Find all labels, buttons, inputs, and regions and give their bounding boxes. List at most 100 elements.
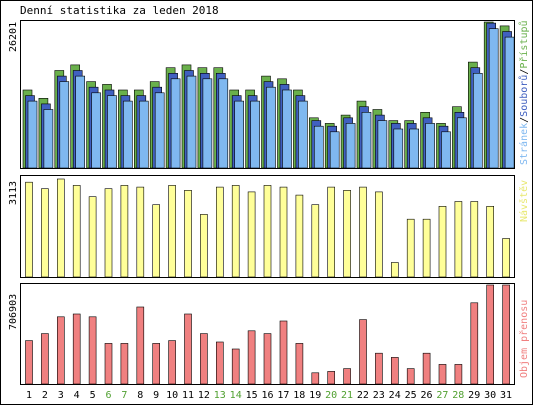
day-label: 23 bbox=[373, 390, 385, 401]
hits-bar-stránek bbox=[234, 100, 244, 169]
visits-bar-návštěv bbox=[502, 238, 510, 278]
visits-bar-návštěv bbox=[327, 186, 336, 278]
volume-bar-objem-přenosu bbox=[343, 368, 351, 385]
day-label: 30 bbox=[484, 390, 496, 401]
hits-bar-stránek bbox=[472, 73, 483, 169]
visits-bars bbox=[25, 178, 510, 278]
visits-bar-návštěv bbox=[438, 206, 447, 278]
volume-bar-objem-přenosu bbox=[263, 333, 272, 385]
hits-bar-stránek bbox=[409, 128, 420, 169]
visits-bar-návštěv bbox=[216, 186, 224, 278]
volume-bar-objem-přenosu bbox=[470, 302, 479, 385]
volume-bar-objem-přenosu bbox=[152, 343, 160, 385]
hits-bar-stránek bbox=[345, 123, 356, 169]
volume-bar-objem-přenosu bbox=[422, 352, 431, 385]
day-label: 18 bbox=[293, 390, 305, 401]
hits-bars bbox=[22, 21, 515, 169]
volume-bar-objem-přenosu bbox=[359, 319, 367, 385]
volume-side-label: Objem přenosu bbox=[518, 300, 530, 378]
visits-ymax-label: 3113 bbox=[8, 181, 19, 205]
visits-bar-návštěv bbox=[390, 262, 399, 278]
volume-bar-objem-přenosu bbox=[295, 343, 304, 385]
day-label: 13 bbox=[214, 390, 226, 401]
hits-side-label: Stránek/Souborů/Přístupů bbox=[518, 20, 530, 165]
volume-bars bbox=[25, 284, 510, 385]
hits-bar-stránek bbox=[139, 100, 149, 169]
hits-bar-stránek bbox=[170, 78, 181, 169]
volume-bar-objem-přenosu bbox=[104, 343, 113, 385]
visits-bar-návštěv bbox=[200, 214, 208, 278]
volume-bar-objem-přenosu bbox=[406, 368, 415, 385]
hits-bar-stránek bbox=[27, 100, 38, 169]
day-label: 24 bbox=[389, 390, 401, 401]
volume-bar-objem-přenosu bbox=[375, 352, 383, 385]
volume-bar-objem-přenosu bbox=[247, 330, 256, 385]
day-label: 6 bbox=[105, 390, 111, 401]
visits-side-label: Návštěv bbox=[518, 180, 530, 222]
visits-bar-návštěv bbox=[120, 185, 129, 278]
visits-bar-návštěv bbox=[231, 185, 240, 278]
day-label: 8 bbox=[137, 390, 143, 401]
hits-ymax-label: 26201 bbox=[8, 22, 19, 52]
visits-bar-návštěv bbox=[295, 194, 304, 278]
visits-bar-návštěv bbox=[247, 191, 256, 278]
day-label: 16 bbox=[261, 390, 273, 401]
volume-ymax-label: 706903 bbox=[8, 294, 19, 330]
hits-bar-stránek bbox=[186, 75, 197, 169]
day-label: 31 bbox=[500, 390, 512, 401]
volume-bar-objem-přenosu bbox=[231, 348, 240, 385]
hits-bar-stránek bbox=[123, 100, 133, 169]
volume-bar-objem-přenosu bbox=[168, 340, 176, 385]
day-labels: 1 2 3 4 5 6 7 8 9 10 11 12 13 14 15 16 17 18 19 20 21 22 23 24 2… bbox=[26, 390, 512, 401]
volume-bar-objem-přenosu bbox=[454, 364, 463, 385]
volume-bar-objem-přenosu bbox=[486, 284, 495, 385]
volume-bar-objem-přenosu bbox=[390, 357, 399, 385]
volume-panel: 706903 Objem přenosu bbox=[8, 283, 530, 385]
hits-panel: 26201 Stránek/Souborů/Přístupů bbox=[8, 20, 530, 169]
day-label: 15 bbox=[246, 390, 258, 401]
volume-bar-objem-přenosu bbox=[25, 340, 33, 385]
day-label: 10 bbox=[166, 390, 178, 401]
visits-bar-návštěv bbox=[470, 201, 479, 278]
visits-bar-návštěv bbox=[168, 185, 176, 278]
hits-side-label-pages: Stránek bbox=[518, 123, 530, 165]
day-label: 1 bbox=[26, 390, 32, 401]
volume-bar-objem-přenosu bbox=[216, 341, 224, 385]
hits-bar-stránek bbox=[43, 109, 54, 169]
day-label: 28 bbox=[452, 390, 464, 401]
day-label: 2 bbox=[42, 390, 48, 401]
visits-bar-návštěv bbox=[72, 185, 81, 278]
volume-bar-objem-přenosu bbox=[120, 343, 129, 385]
hits-bar-stránek bbox=[59, 81, 70, 169]
hits-side-label-sep1: / bbox=[519, 117, 530, 123]
volume-panel-frame bbox=[20, 283, 515, 385]
hits-bar-stránek bbox=[377, 120, 388, 169]
volume-bar-objem-přenosu bbox=[279, 320, 288, 385]
hits-bar-stránek bbox=[425, 123, 435, 169]
hits-bar-stránek bbox=[441, 131, 451, 169]
hits-bar-stránek bbox=[313, 125, 324, 169]
hits-bar-stránek bbox=[91, 92, 101, 169]
visits-bar-návštěv bbox=[184, 190, 192, 278]
hits-bar-stránek bbox=[298, 100, 308, 169]
day-label: 22 bbox=[357, 390, 369, 401]
volume-bar-objem-přenosu bbox=[88, 316, 97, 385]
hits-bar-stránek bbox=[504, 36, 515, 169]
hits-bar-stránek bbox=[488, 28, 499, 169]
hits-bar-stránek bbox=[107, 95, 117, 169]
visits-bar-návštěv bbox=[152, 204, 160, 278]
hits-bar-stránek bbox=[361, 112, 372, 169]
day-label: 7 bbox=[121, 390, 127, 401]
hits-bar-stránek bbox=[282, 89, 292, 169]
visits-bar-návštěv bbox=[311, 204, 320, 278]
day-label: 26 bbox=[420, 390, 432, 401]
day-label: 25 bbox=[405, 390, 417, 401]
hits-bar-stránek bbox=[218, 78, 229, 169]
day-label: 12 bbox=[198, 390, 210, 401]
day-label: 27 bbox=[436, 390, 448, 401]
hits-side-label-files: Souborů bbox=[518, 75, 530, 117]
visits-bar-návštěv bbox=[422, 218, 431, 278]
hits-bar-stránek bbox=[457, 117, 467, 169]
visits-bar-návštěv bbox=[88, 196, 97, 278]
chart-title: Denní statistika za leden 2018 bbox=[20, 4, 219, 17]
